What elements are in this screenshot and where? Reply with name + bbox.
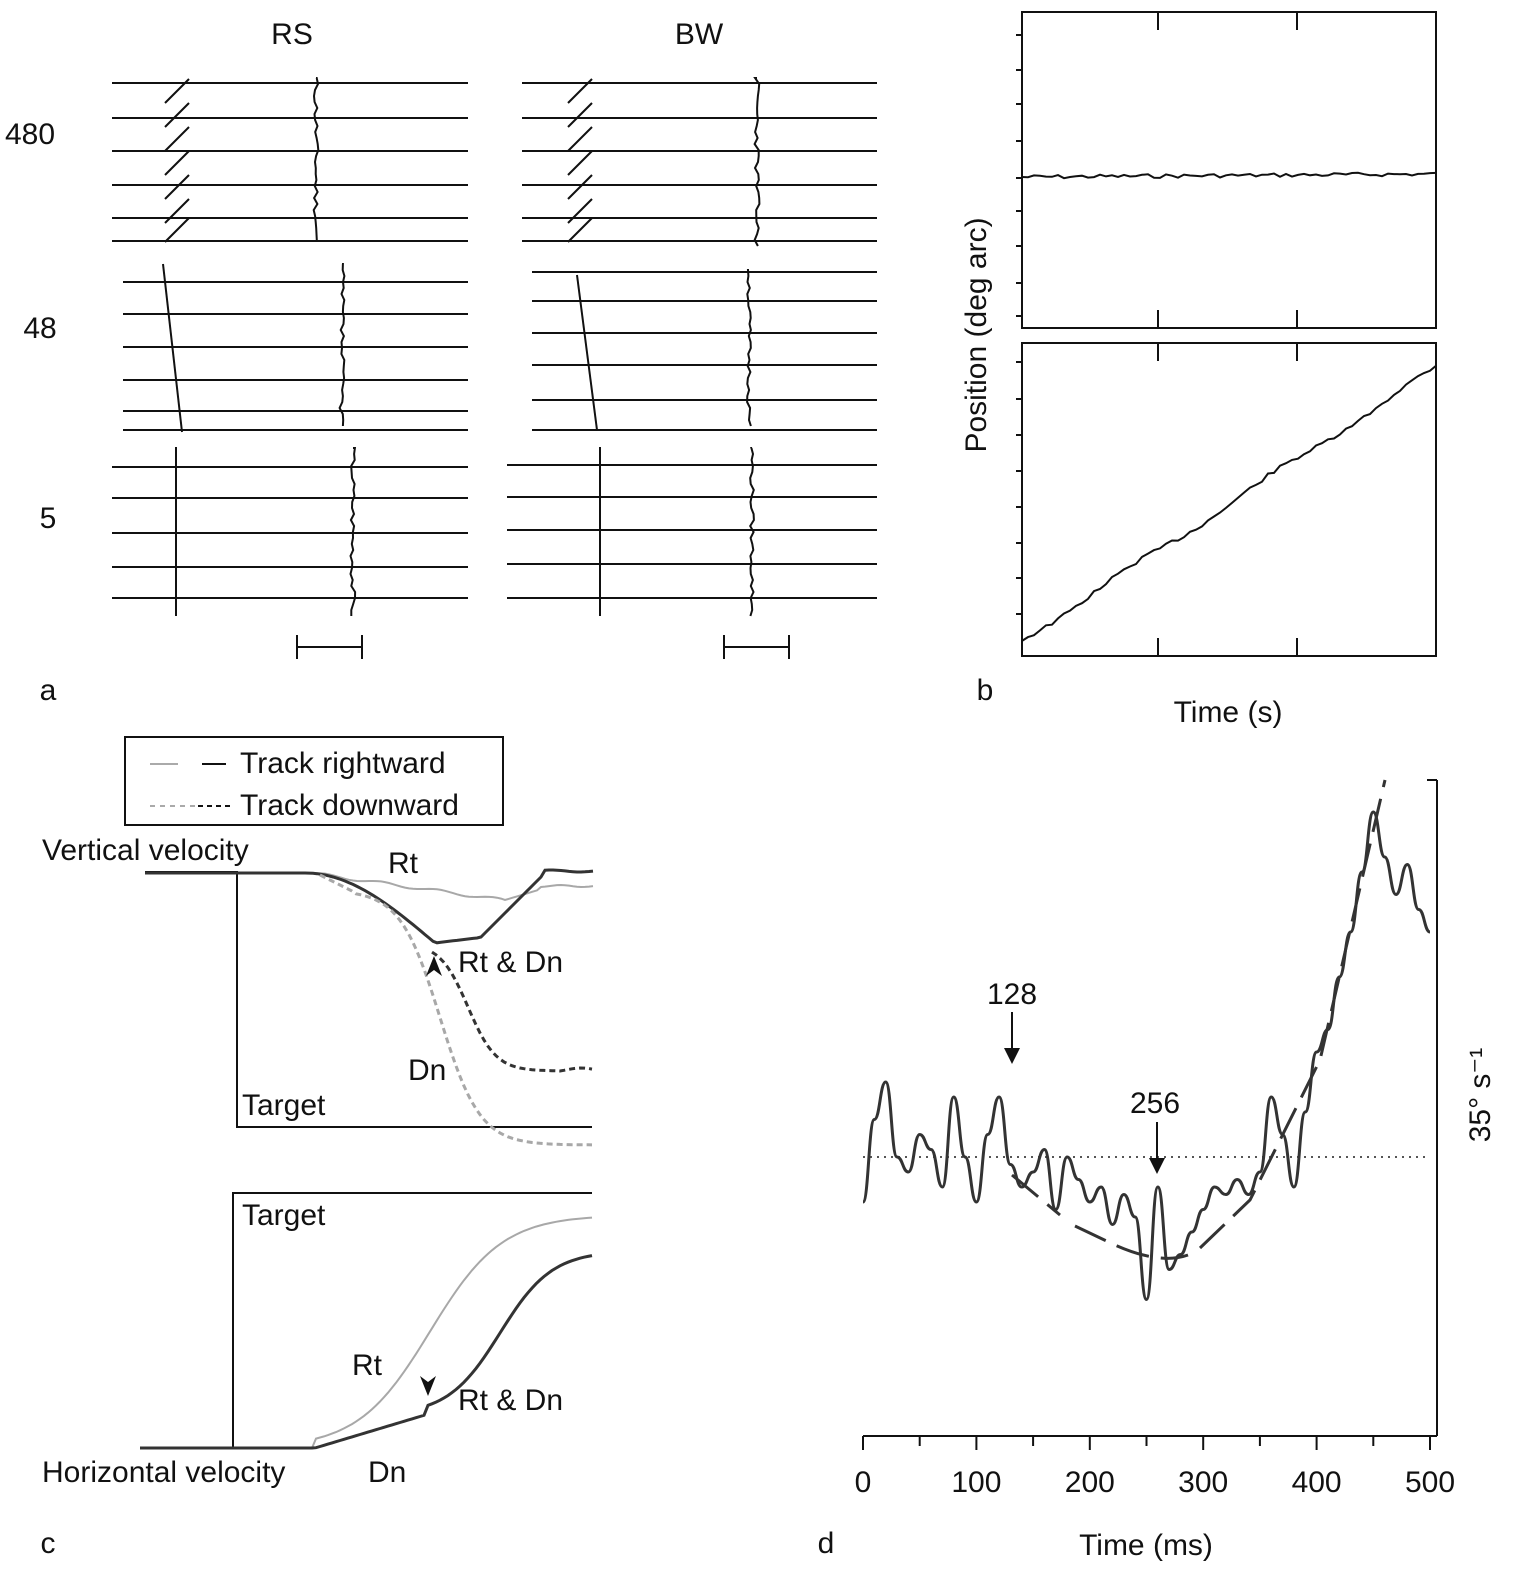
a-bw-hatch-1 <box>567 102 593 128</box>
b-ylabel: Position (deg arc) <box>960 217 993 452</box>
b-bottom-frame <box>1021 342 1437 657</box>
c-top-dn-trace <box>319 873 593 1147</box>
c-legend-label-downward: Track downward <box>240 789 459 822</box>
d-xtick-label-200: 200 <box>1065 1466 1115 1499</box>
panel-letter-c: c <box>41 1527 56 1560</box>
d-arrow-256-head <box>1149 1158 1165 1174</box>
a-bw-hatch-6 <box>567 217 593 243</box>
panel-c: Track rightward Track downward Vertical … <box>41 736 594 1560</box>
a-rs-eye-5 <box>349 447 357 616</box>
a-bw-hatch-2 <box>567 126 593 152</box>
b-drifting-trace <box>1021 364 1437 643</box>
panel-letter-a: a <box>40 674 57 707</box>
d-arrow-128-head <box>1004 1048 1020 1064</box>
a-rs-hatch-3 <box>164 150 190 176</box>
d-fit-trace <box>1011 779 1387 1260</box>
a-rs-eye-480 <box>312 77 320 241</box>
d-xlabel: Time (ms) <box>1079 1529 1213 1562</box>
d-annotation-256: 256 <box>1130 1087 1180 1120</box>
c-top-target-label: Target <box>242 1089 326 1122</box>
c-bottom-rt-label: Rt <box>352 1349 383 1382</box>
a-rs-stim-48 <box>162 263 183 433</box>
panel-letter-d: d <box>818 1527 835 1560</box>
a-trace-group <box>112 77 877 617</box>
b-stationary-trace <box>1021 171 1437 180</box>
c-top-rtdn-trace <box>145 868 594 945</box>
c-bottom-arrowhead <box>420 1376 436 1396</box>
d-ylabel: 35° s⁻¹ <box>1464 1048 1497 1143</box>
a-bw-hatch-3 <box>567 150 593 176</box>
c-bottom-dn-label: Dn <box>368 1456 406 1489</box>
c-bottom-title: Horizontal velocity <box>42 1456 285 1489</box>
c-top-arrowhead <box>426 956 442 976</box>
panel-b: Position (deg arc) Time (s) b <box>960 11 1437 729</box>
c-legend-label-rightward: Track rightward <box>240 747 446 780</box>
a-bw-eye-480 <box>753 77 761 247</box>
c-top-dn-label: Dn <box>408 1054 446 1087</box>
panel-d: 0 100 200 300 400 500 128 256 35° s⁻¹ Time (m… <box>818 779 1497 1562</box>
scale-bars <box>296 635 790 659</box>
panel-a: RS BW 480 48 5 a <box>5 18 877 707</box>
d-xtick-label-100: 100 <box>951 1466 1001 1499</box>
c-top-target-trace <box>145 871 592 1128</box>
a-rs-hatch-2 <box>164 126 190 152</box>
a-rs-hatch-1 <box>164 102 190 128</box>
d-xtick-label-500: 500 <box>1405 1466 1455 1499</box>
a-bw-hatch-5 <box>567 198 593 224</box>
row-label-480: 480 <box>5 118 55 151</box>
a-rs-hatch-6 <box>164 217 190 243</box>
a-bw-stim-48 <box>576 274 598 431</box>
b-top-frame <box>1021 11 1437 329</box>
c-legend-box <box>124 736 504 826</box>
a-bw-hatch-4 <box>567 174 593 200</box>
a-rs-eye-48 <box>338 263 346 427</box>
d-annotation-128: 128 <box>987 978 1037 1011</box>
c-bottom-rtdn-trace <box>140 1254 593 1450</box>
a-bw-eye-5 <box>749 447 755 617</box>
c-top-title: Vertical velocity <box>42 834 249 867</box>
c-top-rt-label: Rt <box>388 847 419 880</box>
d-xtick-label-0: 0 <box>855 1466 872 1499</box>
c-top-rtdn-dashed-trace <box>431 950 593 1073</box>
d-xtick-label-400: 400 <box>1292 1466 1342 1499</box>
column-label-rs: RS <box>271 18 313 51</box>
panel-letter-b: b <box>977 674 994 707</box>
a-bw-hatch-0 <box>567 78 593 104</box>
column-label-bw: BW <box>675 18 724 51</box>
b-xlabel: Time (s) <box>1174 696 1283 729</box>
c-top-rtdn-label: Rt & Dn <box>458 946 563 979</box>
d-velocity-trace <box>861 810 1431 1302</box>
row-label-48: 48 <box>23 312 56 345</box>
a-rs-hatch-5 <box>164 198 190 224</box>
a-rs-hatch-4 <box>164 174 190 200</box>
c-bottom-target-label: Target <box>242 1199 326 1232</box>
c-bottom-rtdn-label: Rt & Dn <box>458 1384 563 1417</box>
a-bw-eye-48 <box>746 269 752 427</box>
d-xtick-label-300: 300 <box>1178 1466 1228 1499</box>
a-rs-hatch-0 <box>164 78 190 104</box>
row-label-5: 5 <box>40 502 57 535</box>
